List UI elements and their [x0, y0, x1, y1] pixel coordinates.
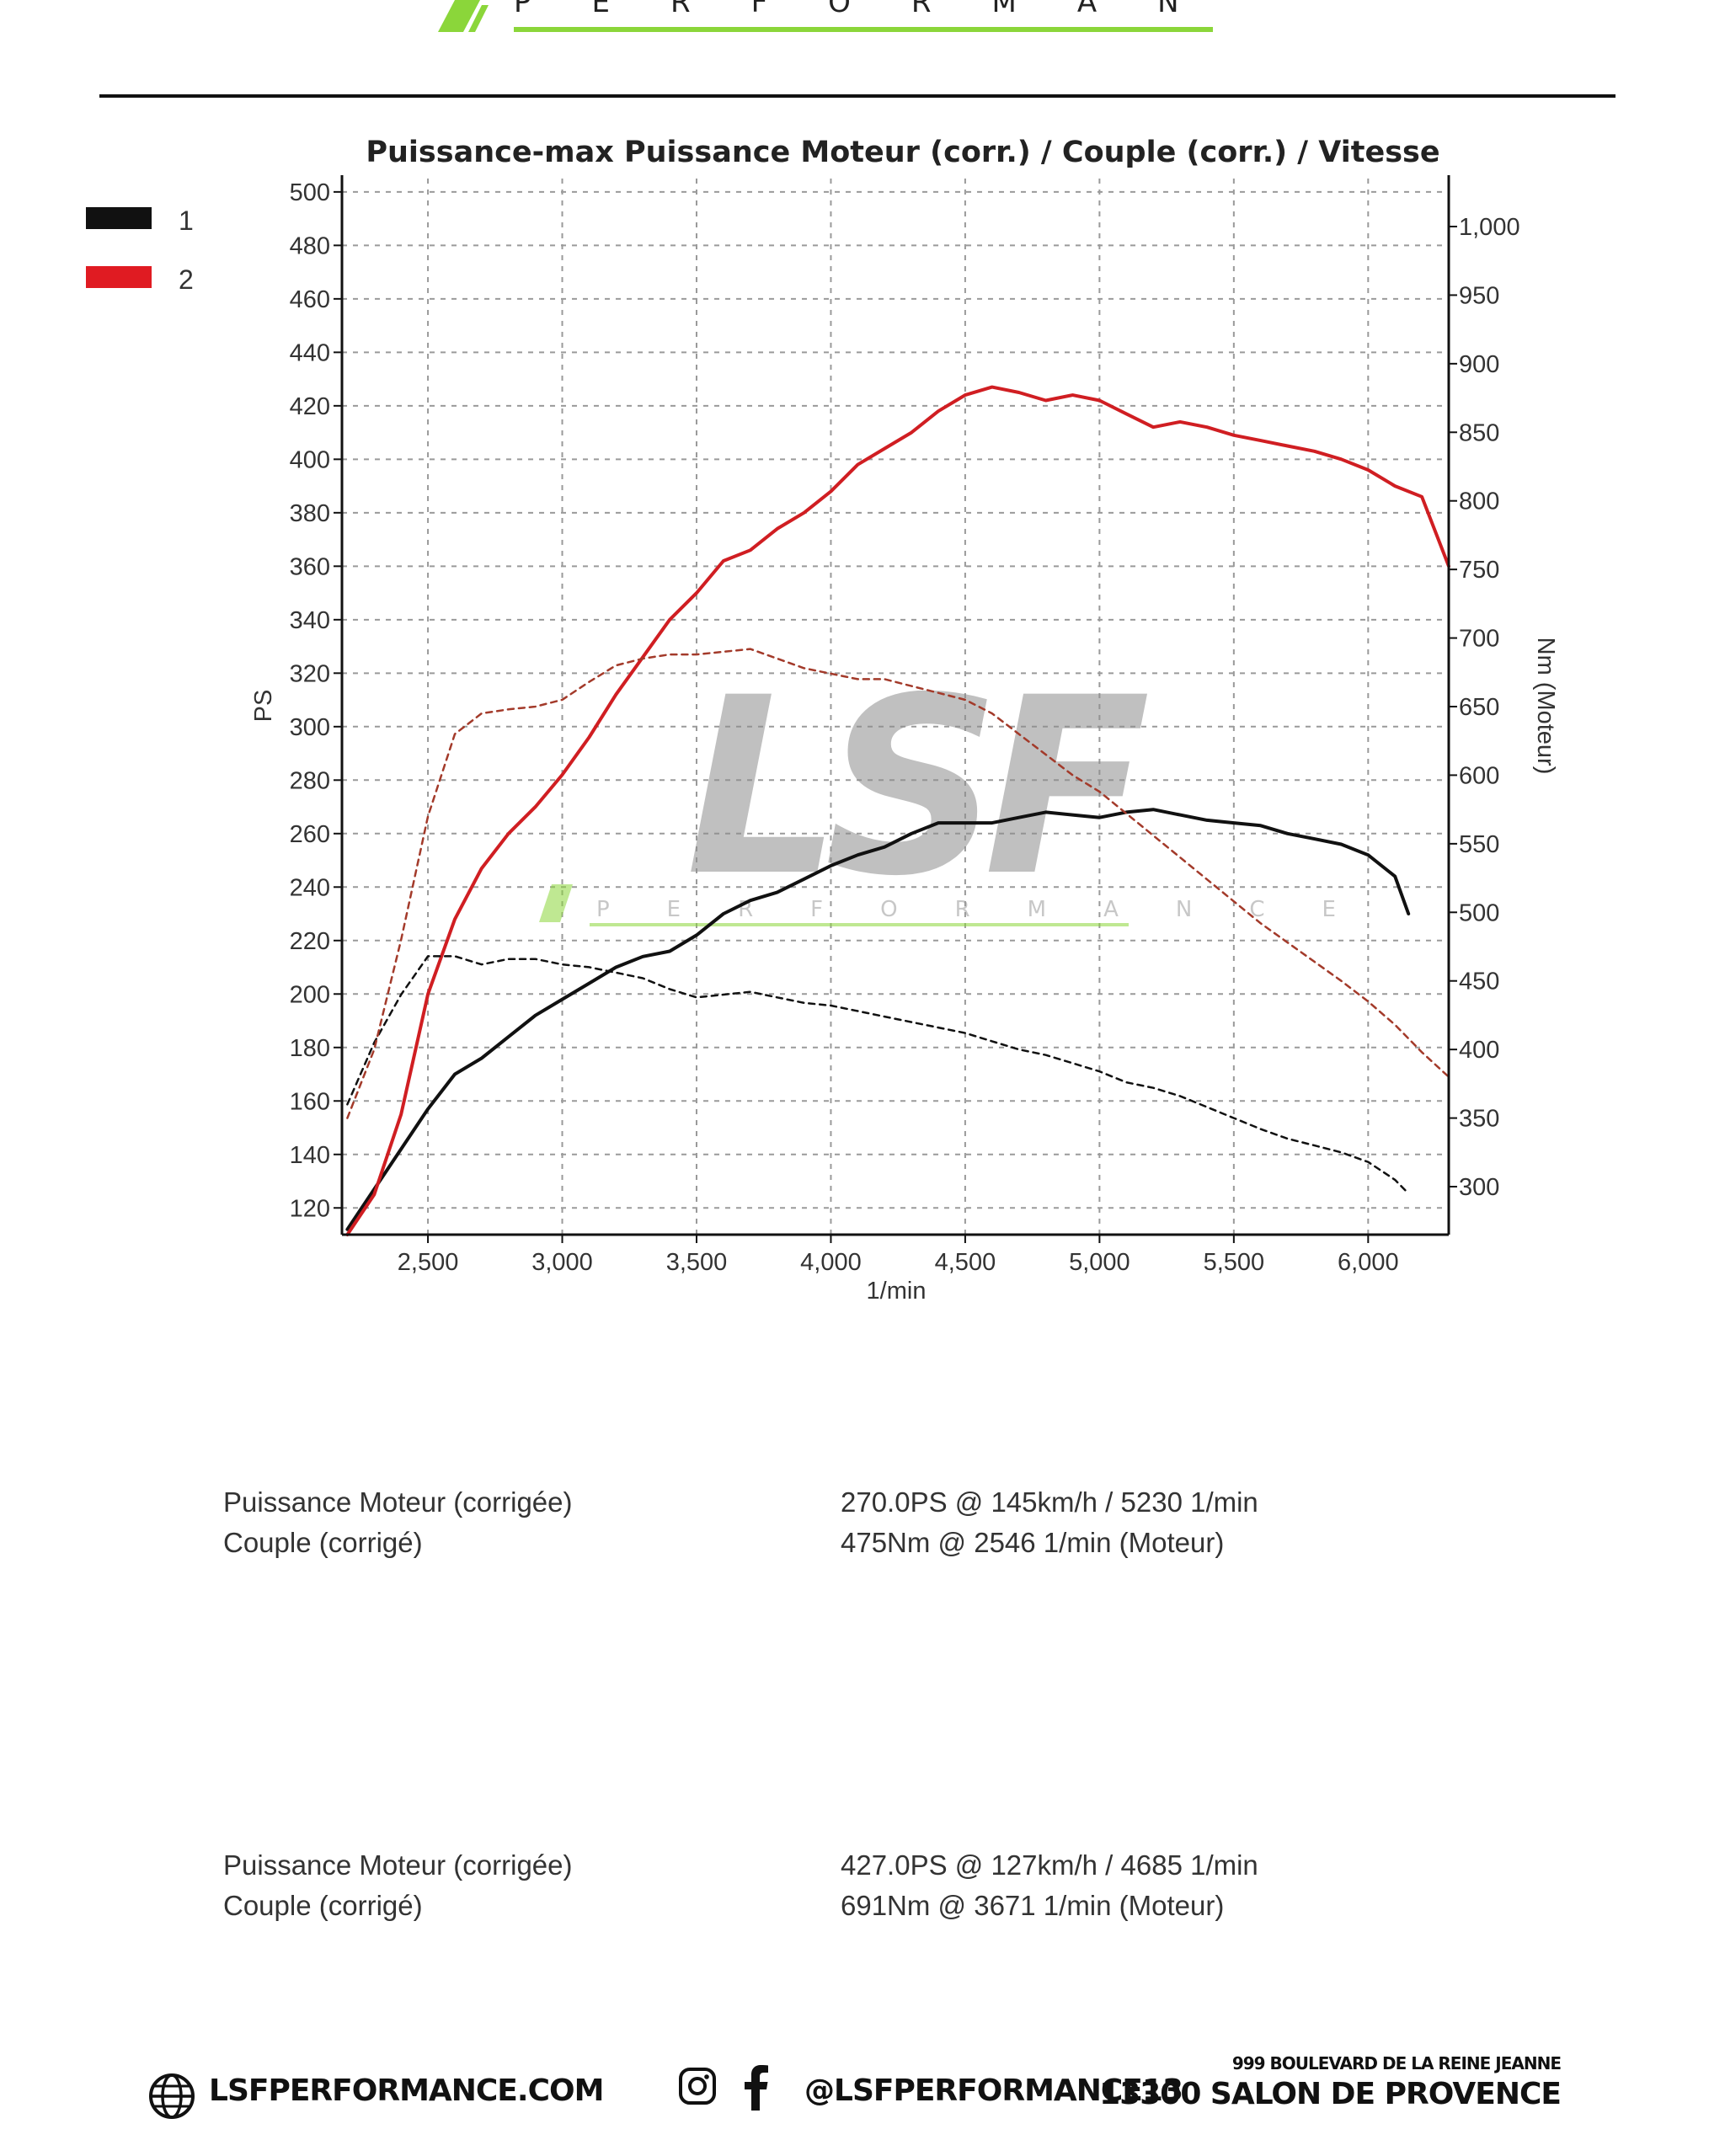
- y-tick-label-right: 300: [1459, 1174, 1499, 1201]
- y-tick-label-left: 200: [290, 981, 330, 1008]
- series-line-torque-2: [346, 648, 1450, 1119]
- y-tick-label-left: 180: [290, 1035, 330, 1062]
- top-logo-underline: [514, 27, 1213, 32]
- y-tick-label-left: 280: [290, 767, 330, 794]
- legend-label-2: 2: [179, 264, 194, 295]
- series-line-power-1: [345, 808, 1411, 1231]
- series-layer: [345, 385, 1450, 1236]
- result-value: 475Nm @ 2546 1/min (Moteur): [841, 1527, 1225, 1558]
- x-tick-label: 3,000: [531, 1249, 593, 1276]
- axes: 2,500 3,000 3,500 4,000 4,500 5,000 5,500 6,000…: [290, 175, 1520, 1276]
- y-tick-label-right: 950: [1459, 282, 1499, 309]
- y-tick-label-right: 900: [1459, 351, 1499, 378]
- y-tick-label-right: 700: [1459, 626, 1499, 653]
- y-tick-label-right: 500: [1459, 899, 1499, 926]
- series-line-torque-1: [346, 955, 1410, 1195]
- x-tick-label: 6,000: [1338, 1249, 1399, 1276]
- y-tick-label-left: 380: [290, 500, 330, 527]
- y-tick-label-right: 650: [1459, 694, 1499, 721]
- globe-icon: [149, 2073, 195, 2119]
- result-label: Couple (corrigé): [223, 1890, 423, 1921]
- top-logo-word: PERFORMANCE: [514, 0, 1230, 19]
- y-tick-label-right: 1,000: [1459, 214, 1520, 241]
- website-link[interactable]: LSFPERFORMANCE.COM: [209, 2073, 604, 2108]
- result-row: Couple (corrigé) 475Nm @ 2546 1/min (Mot…: [223, 1523, 1318, 1563]
- y-tick-label-right: 350: [1459, 1106, 1499, 1133]
- social-handle[interactable]: @LSFPERFORMANCE13: [804, 2073, 1183, 2108]
- results-block-2: Puissance Moteur (corrigée) 427.0PS @ 12…: [223, 1845, 1318, 1926]
- y-tick-label-right: 600: [1459, 762, 1499, 789]
- y-tick-label-left: 480: [290, 232, 330, 259]
- y-tick-label-left: 500: [290, 179, 330, 206]
- y-tick-label-left: 140: [290, 1142, 330, 1169]
- logo-slash-mark-2: [468, 5, 489, 32]
- y-tick-label-left: 400: [290, 446, 330, 473]
- facebook-icon[interactable]: [741, 2063, 770, 2111]
- x-tick-label: 4,500: [935, 1249, 996, 1276]
- y-tick-label-left: 220: [290, 928, 330, 955]
- x-tick-label: 2,500: [398, 1249, 459, 1276]
- result-row: Puissance Moteur (corrigée) 270.0PS @ 14…: [223, 1482, 1318, 1523]
- legend-swatch-1: [86, 207, 152, 229]
- logo-slash-mark: [438, 0, 480, 32]
- y-tick-label-left: 300: [290, 714, 330, 741]
- y-axis-right-label: Nm (Moteur): [1532, 638, 1559, 775]
- watermark-logo: LSF PERFORMANCE: [539, 646, 1336, 930]
- result-label: Couple (corrigé): [223, 1527, 423, 1558]
- instagram-icon[interactable]: [678, 2067, 717, 2105]
- y-tick-label-right: 750: [1459, 557, 1499, 584]
- result-label: Puissance Moteur (corrigée): [223, 1486, 573, 1518]
- watermark-main: LSF: [686, 646, 1147, 930]
- x-tick-label: 4,000: [800, 1249, 862, 1276]
- y-tick-label-right: 800: [1459, 488, 1499, 515]
- series-line-power-2: [345, 385, 1450, 1236]
- legend-label-1: 1: [179, 205, 194, 236]
- y-tick-label-right: 450: [1459, 969, 1499, 995]
- result-value: 691Nm @ 3671 1/min (Moteur): [841, 1890, 1225, 1921]
- result-label: Puissance Moteur (corrigée): [223, 1849, 573, 1881]
- y-tick-label-right: 400: [1459, 1037, 1499, 1064]
- result-row: Puissance Moteur (corrigée) 427.0PS @ 12…: [223, 1845, 1318, 1886]
- y-tick-label-right: 850: [1459, 419, 1499, 446]
- watermark-underline: [590, 923, 1129, 926]
- legend-swatch-2: [86, 266, 152, 288]
- y-tick-label-left: 160: [290, 1088, 330, 1115]
- address-line-2: 13300 SALON DE PROVENCE: [1099, 2077, 1562, 2111]
- x-axis-label: 1/min: [867, 1278, 927, 1305]
- result-value: 427.0PS @ 127km/h / 4685 1/min: [841, 1849, 1258, 1881]
- dyno-chart: Puissance-max Puissance Moteur (corr.) /…: [86, 136, 1559, 1305]
- y-tick-label-left: 420: [290, 393, 330, 420]
- watermark-slash-mark: [539, 884, 573, 922]
- x-tick-label: 3,500: [666, 1249, 728, 1276]
- results-block-1: Puissance Moteur (corrigée) 270.0PS @ 14…: [223, 1482, 1318, 1563]
- y-tick-label-right: 550: [1459, 831, 1499, 858]
- address-line-1: 999 BOULEVARD DE LA REINE JEANNE: [1231, 2053, 1562, 2073]
- y-tick-label-left: 320: [290, 660, 330, 687]
- header-divider: [99, 94, 1616, 98]
- y-tick-label-left: 460: [290, 286, 330, 313]
- y-tick-label-left: 340: [290, 607, 330, 634]
- y-tick-label-left: 240: [290, 874, 330, 901]
- chart-title: Puissance-max Puissance Moteur (corr.) /…: [366, 136, 1439, 169]
- y-tick-label-left: 260: [290, 821, 330, 848]
- legend: 1 2: [86, 205, 194, 295]
- y-tick-label-left: 360: [290, 553, 330, 580]
- y-axis-left-label: PS: [250, 690, 277, 723]
- y-tick-label-left: 120: [290, 1195, 330, 1222]
- result-row: Couple (corrigé) 691Nm @ 3671 1/min (Mot…: [223, 1886, 1318, 1926]
- top-brand-logo: PERFORMANCE: [438, 0, 1230, 32]
- x-tick-label: 5,000: [1069, 1249, 1130, 1276]
- x-tick-label: 5,500: [1204, 1249, 1265, 1276]
- grid: [342, 179, 1449, 1235]
- footer: LSFPERFORMANCE.COM @LSFPERFORMANCE13 999…: [0, 2038, 1725, 2122]
- y-tick-label-left: 440: [290, 339, 330, 366]
- result-value: 270.0PS @ 145km/h / 5230 1/min: [841, 1486, 1258, 1518]
